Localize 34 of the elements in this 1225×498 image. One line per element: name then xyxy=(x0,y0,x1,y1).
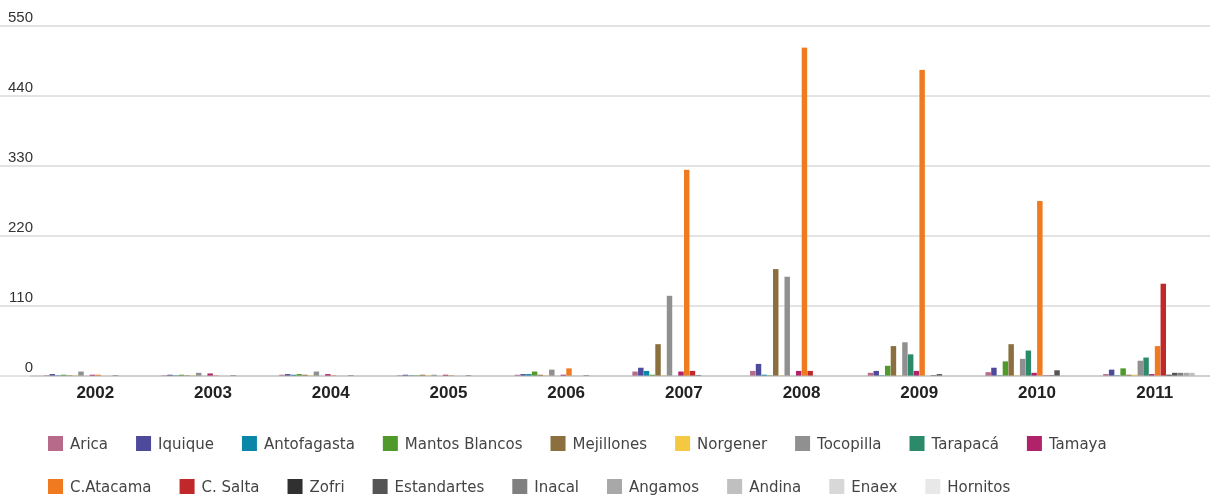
legend-label: Hornitos xyxy=(947,478,1011,496)
x-tick-label: 2003 xyxy=(194,382,232,402)
x-tick-label: 2008 xyxy=(782,382,821,402)
x-tick-label: 2006 xyxy=(547,382,586,402)
legend-label: Arica xyxy=(70,435,109,453)
y-tick-label: 110 xyxy=(9,288,33,306)
legend-label: Enaex xyxy=(851,478,898,496)
legend-label: Tamaya xyxy=(1047,435,1107,453)
legend-label: Tarapacá xyxy=(930,435,999,453)
legend-label: Andina xyxy=(749,478,802,496)
legend-label: Mantos Blancos xyxy=(404,435,523,453)
legend-label: Angamos xyxy=(629,478,700,496)
x-tick-label: 2010 xyxy=(1018,382,1056,402)
legend-label: Iquique xyxy=(158,435,214,453)
x-tick-label: 2007 xyxy=(664,382,703,402)
y-tick-label: 330 xyxy=(7,148,33,166)
x-tick-label: 2002 xyxy=(76,382,115,402)
y-tick-label: 0 xyxy=(24,358,33,376)
x-tick-label: 2011 xyxy=(1136,382,1174,402)
legend-label: C. Salta xyxy=(201,478,260,496)
y-tick-label: 440 xyxy=(7,78,33,96)
y-tick-label: 550 xyxy=(7,8,33,26)
legend-label: C.Atacama xyxy=(70,478,152,496)
legend-label: Antofagasta xyxy=(263,435,355,453)
x-tick-label: 2009 xyxy=(900,382,939,402)
legend-label: Estandartes xyxy=(394,478,485,496)
legend-label: Zofri xyxy=(309,478,345,496)
y-tick-label: 220 xyxy=(7,218,33,236)
legend-label: Norgener xyxy=(697,435,768,453)
legend-label: Mejillones xyxy=(572,435,648,453)
legend-label: Inacal xyxy=(534,478,580,496)
x-tick-label: 2004 xyxy=(311,382,351,402)
x-tick-label: 2005 xyxy=(429,382,468,402)
legend-label: Tocopilla xyxy=(816,435,882,453)
